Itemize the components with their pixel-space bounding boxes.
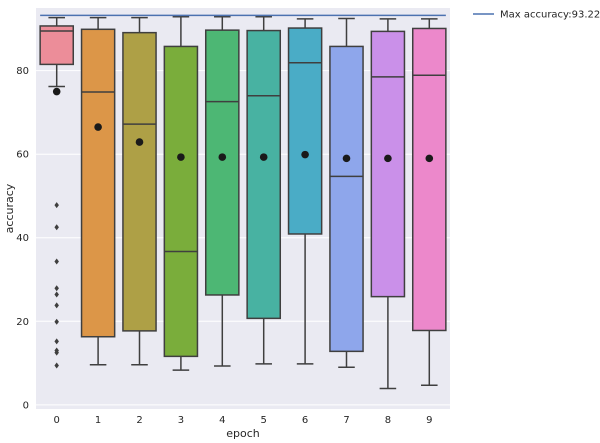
x-tick-label-5: 5 — [261, 415, 267, 426]
y-axis-label: accuracy — [3, 183, 16, 233]
box-iqr — [370, 30, 406, 298]
box-iqr — [246, 29, 282, 320]
outlier-point — [54, 318, 59, 325]
box-epoch-0 — [39, 16, 75, 369]
x-tick-label-8: 8 — [385, 415, 391, 426]
y-axis-ticks: 0 20 40 60 80 — [16, 66, 29, 411]
box-iqr — [287, 27, 323, 235]
x-tick-label-6: 6 — [302, 415, 308, 426]
x-tick-label-9: 9 — [426, 415, 432, 426]
box-epoch-5 — [246, 16, 282, 365]
x-axis-ticks: 0 1 2 3 4 5 6 7 8 9 — [54, 415, 433, 426]
box-epoch-3 — [163, 16, 199, 371]
box-epoch-4 — [204, 16, 240, 367]
y-tick-label-80: 80 — [16, 66, 29, 77]
mean-marker — [218, 153, 227, 161]
mean-marker — [177, 153, 185, 161]
y-tick-label-20: 20 — [16, 317, 29, 328]
x-tick-label-2: 2 — [136, 415, 142, 426]
x-tick-label-1: 1 — [95, 415, 101, 426]
mean-marker — [94, 123, 102, 131]
mean-marker — [52, 87, 61, 96]
box-iqr — [204, 29, 240, 296]
box-iqr — [39, 25, 75, 66]
outlier-point — [54, 338, 59, 345]
mean-marker — [259, 153, 268, 161]
box-iqr — [411, 27, 447, 332]
box-epoch-6 — [287, 18, 323, 365]
mean-marker — [135, 138, 144, 146]
box-iqr — [122, 31, 157, 332]
box-epoch-1 — [80, 16, 116, 366]
mean-marker — [301, 150, 309, 159]
x-tick-label-3: 3 — [178, 415, 184, 426]
box-epoch-2 — [122, 16, 157, 366]
x-tick-label-7: 7 — [343, 415, 349, 426]
box-epoch-8 — [370, 18, 406, 390]
box-iqr — [80, 28, 116, 338]
outlier-point — [54, 224, 59, 231]
y-tick-label-0: 0 — [23, 400, 29, 411]
y-tick-label-40: 40 — [16, 233, 29, 244]
y-tick-label-60: 60 — [16, 150, 29, 161]
outlier-point — [54, 349, 59, 356]
outlier-point — [54, 362, 59, 369]
box-series — [39, 16, 447, 390]
outlier-point — [54, 302, 59, 309]
x-tick-label-4: 4 — [219, 415, 225, 426]
mean-marker — [425, 154, 434, 163]
outlier-point — [54, 258, 59, 265]
mean-marker — [342, 154, 351, 163]
box-iqr — [163, 45, 199, 358]
x-tick-label-0: 0 — [54, 415, 60, 426]
box-iqr — [329, 45, 364, 353]
box-epoch-7 — [329, 17, 364, 368]
outlier-point — [54, 291, 59, 298]
box-epoch-9 — [411, 18, 447, 386]
legend: Max accuracy:93.22% — [473, 10, 600, 21]
outlier-point — [54, 285, 59, 292]
mean-marker — [384, 154, 392, 163]
x-axis-label: epoch — [226, 427, 260, 440]
outlier-point — [54, 202, 59, 209]
legend-label: Max accuracy:93.22% — [500, 10, 600, 21]
